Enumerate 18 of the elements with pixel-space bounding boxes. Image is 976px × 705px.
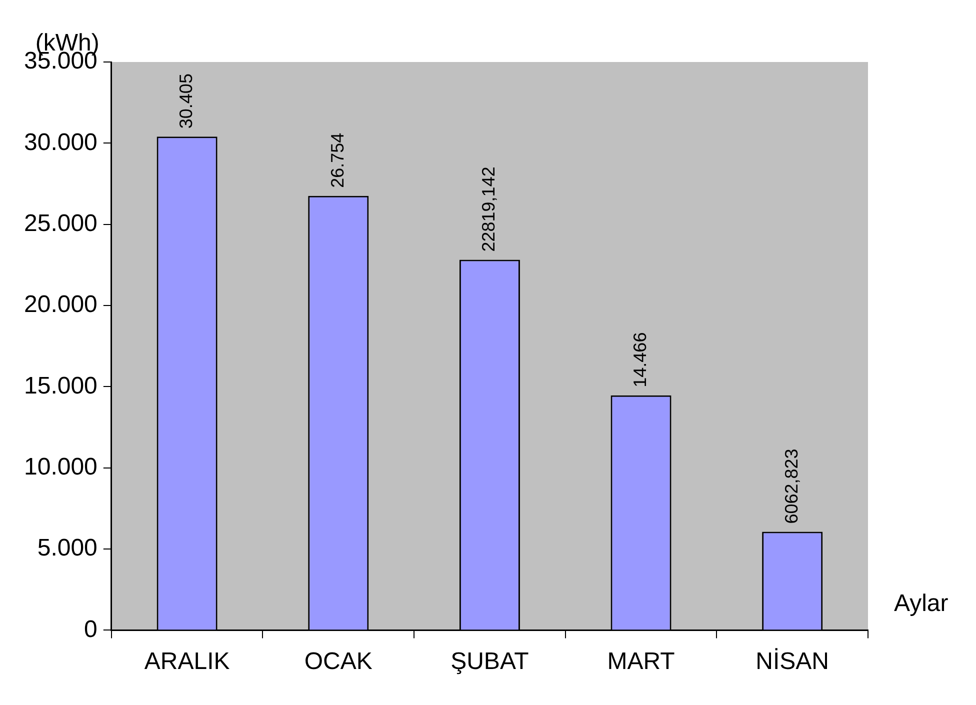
data-label: 6062,823 (781, 448, 802, 524)
y-tick-label: 15.000 (24, 372, 98, 400)
y-tick-label: 0 (84, 616, 98, 643)
x-tick-label: NİSAN (756, 648, 830, 676)
data-label: 30.405 (176, 74, 196, 129)
x-tick-label: MART (607, 648, 676, 676)
y-tick-label: 25.000 (24, 210, 98, 237)
x-tick-label: ARALIK (144, 648, 230, 676)
x-axis-title: Aylar (894, 590, 948, 617)
y-tick-label: 30.000 (24, 128, 98, 156)
y-tick-label: 10.000 (24, 453, 98, 480)
data-label: 22819,142 (478, 166, 499, 252)
y-tick-label: 20.000 (24, 291, 98, 318)
x-tick-label: OCAK (304, 648, 372, 676)
x-tick-label: ŞUBAT (450, 648, 530, 676)
data-label: 26.754 (327, 132, 348, 188)
data-label: 14.466 (630, 332, 650, 388)
y-tick-label: 5.000 (37, 534, 98, 562)
